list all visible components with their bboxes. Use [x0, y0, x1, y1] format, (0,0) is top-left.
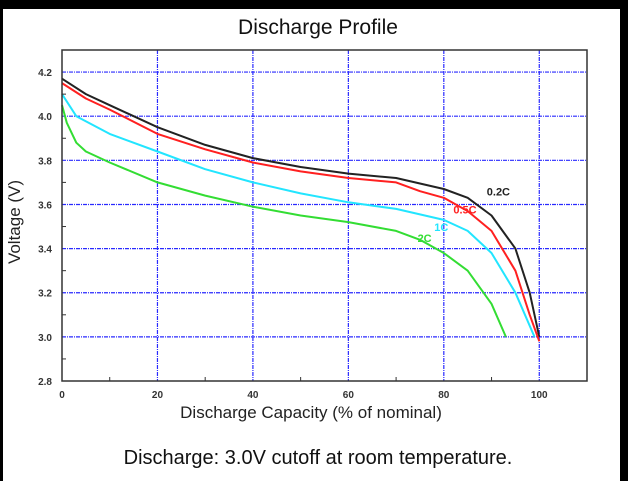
y-tick-label: 3.4	[38, 245, 52, 256]
y-tick-label: 3.6	[38, 200, 52, 211]
chart-frame	[3, 9, 620, 481]
y-axis-label: Voltage (V)	[5, 180, 24, 264]
y-tick-label: 3.2	[38, 289, 52, 300]
y-tick-label: 3.0	[38, 333, 52, 344]
grid	[62, 50, 587, 381]
series-label-2C: 2C	[418, 233, 432, 245]
series-label-0-2C: 0.2C	[487, 187, 510, 199]
x-tick-label: 40	[247, 390, 259, 401]
x-tick-label: 100	[531, 390, 548, 401]
series-line-0-5C	[61, 82, 541, 342]
y-tick-label: 2.8	[38, 377, 52, 388]
y-tick-label: 4.2	[38, 68, 52, 79]
series-line-0-2C	[61, 77, 541, 338]
y-tick-label: 4.0	[38, 112, 52, 123]
x-tick-label: 0	[59, 390, 65, 401]
x-tick-label: 80	[438, 390, 450, 401]
y-tick-label: 3.8	[38, 156, 52, 167]
chart-title: Discharge Profile	[238, 16, 398, 39]
axis-ticks: 0 20 40 60 80 100 2.8 3.0 3.2 3.4 3.6 3.8 4.0 4.2	[38, 68, 548, 401]
x-tick-label: 20	[152, 390, 164, 401]
caption: Discharge: 3.0V cutoff at room temperatu…	[124, 447, 513, 469]
x-tick-label: 60	[343, 390, 355, 401]
plot-area	[61, 49, 588, 382]
series-label-0-5C: 0.5C	[453, 204, 476, 216]
series-label-1C: 1C	[434, 222, 448, 234]
series-line-1C	[61, 93, 536, 338]
series-line-2C	[61, 104, 507, 338]
x-axis-label: Discharge Capacity (% of nominal)	[180, 403, 442, 422]
